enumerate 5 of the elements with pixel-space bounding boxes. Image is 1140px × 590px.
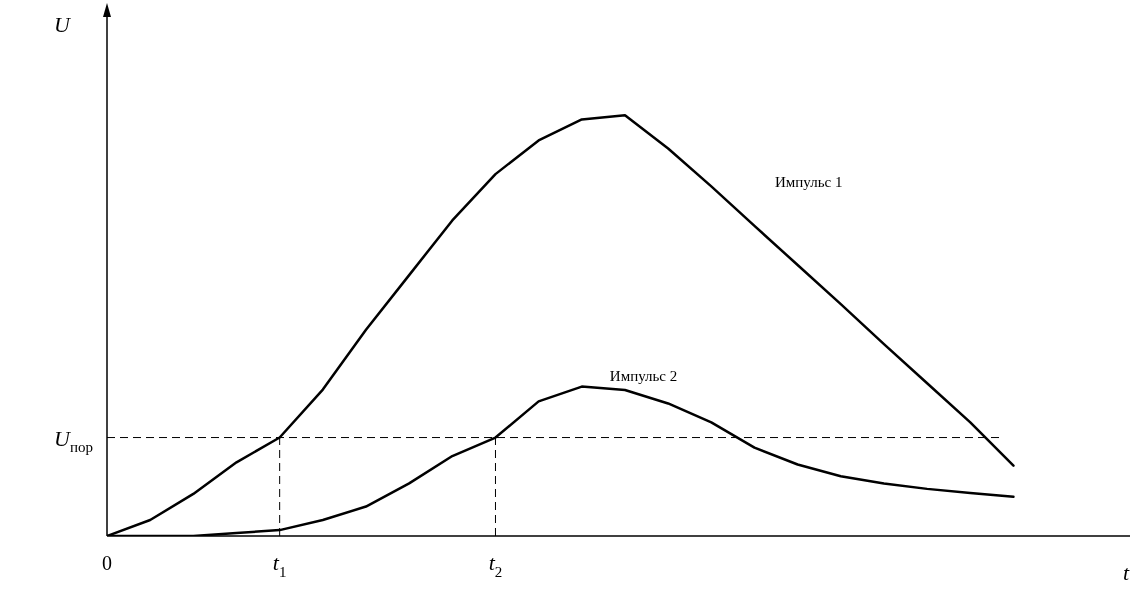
y-axis-title: U (54, 12, 73, 37)
x-tick-label: 0 (102, 552, 112, 574)
text: t (1122, 560, 1130, 585)
text: Импульс 1 (774, 174, 843, 191)
series-label: Импульс 2 (609, 367, 678, 384)
